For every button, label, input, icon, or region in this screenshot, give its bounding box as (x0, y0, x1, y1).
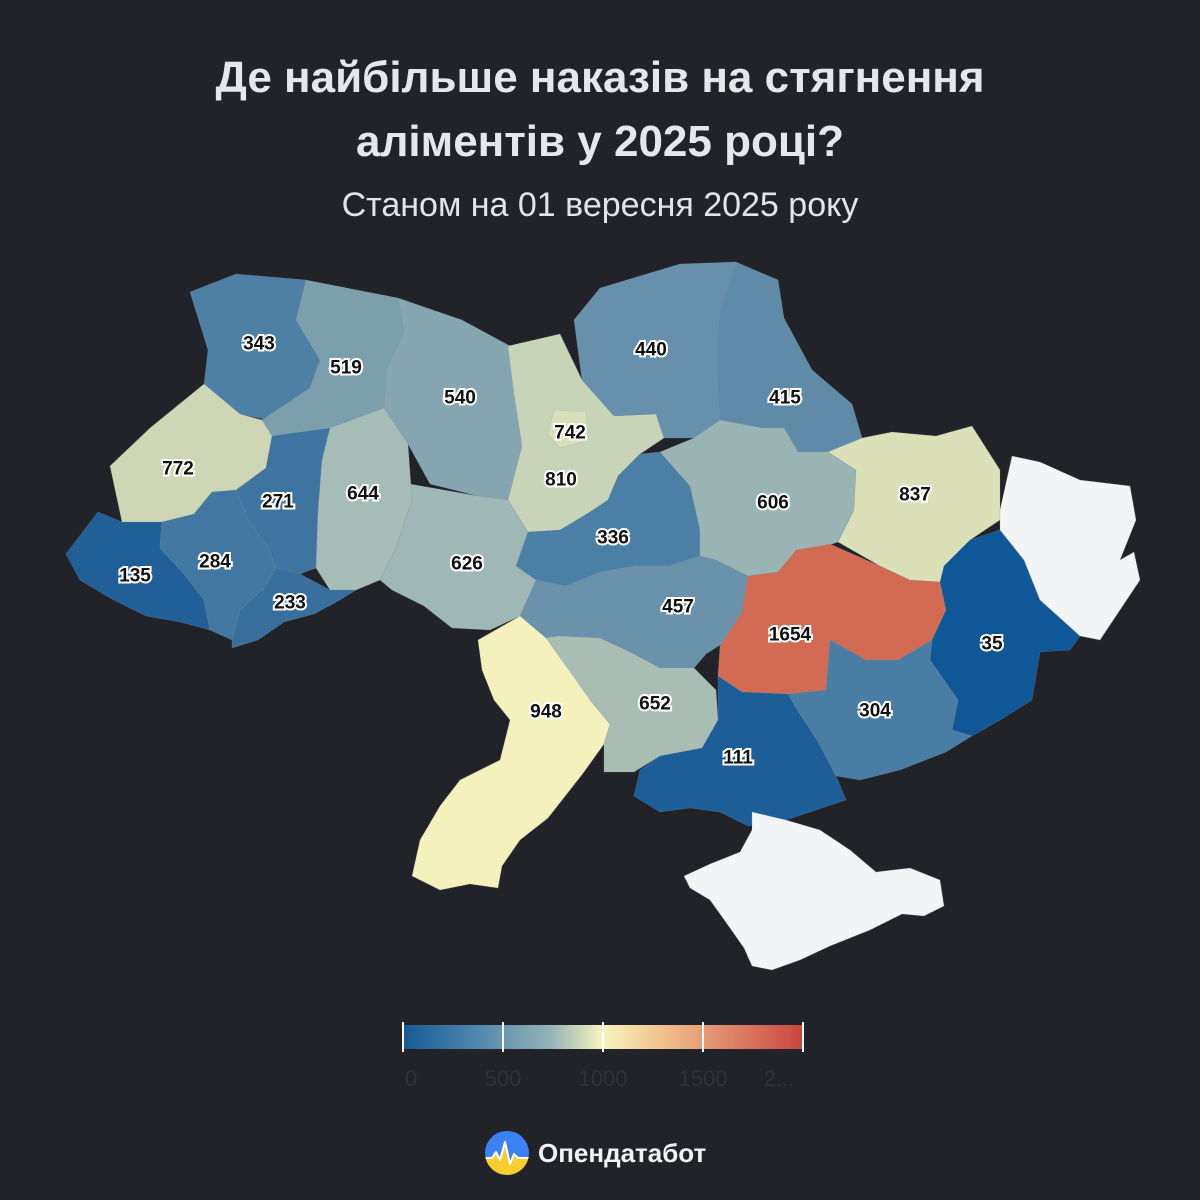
legend-label-0: 0 (404, 1066, 418, 1091)
region-label-lviv: 772 (162, 459, 194, 480)
title-line-2: аліментів у 2025 році? (356, 117, 844, 166)
legend-tick-1000 (602, 1022, 604, 1052)
brand-name: Опендатабот (538, 1137, 707, 1168)
region-chernivtsi[interactable] (231, 567, 358, 649)
brand[interactable]: Опендатабот (484, 1130, 706, 1176)
page-title: Де найбільше наказів на стягнення алімен… (0, 46, 1200, 174)
region-label-kirovohrad: 457 (662, 597, 694, 618)
region-label-sumy: 415 (769, 388, 801, 409)
region-label-kyiv-city: 810 (545, 470, 577, 491)
region-label-khmelnytskyi: 644 (347, 484, 379, 505)
region-label-kharkiv: 837 (899, 485, 931, 506)
region-label-chernivtsi: 233 (274, 593, 306, 614)
region-label-vinnytsia: 626 (451, 554, 483, 575)
region-khmelnytskyi[interactable] (315, 407, 413, 591)
region-label-zaporizhzhia: 304 (859, 701, 891, 722)
region-label-kherson: 111 (723, 748, 753, 769)
region-crimea[interactable] (683, 811, 945, 971)
region-label-cherkasy: 336 (597, 528, 629, 549)
opendatabot-logo-icon (485, 1131, 529, 1175)
region-label-zakarpattia: 135 (119, 566, 151, 587)
legend-tick-0 (402, 1022, 404, 1052)
region-label-mykolaiv: 652 (639, 694, 671, 715)
region-label-rivne: 519 (330, 358, 362, 379)
region-label-poltava: 606 (757, 493, 789, 514)
region-label-ivano-frankivsk: 284 (199, 552, 231, 573)
region-label-dnipropetrovsk: 1654 (769, 625, 812, 646)
title-line-1: Де найбільше наказів на стягнення (215, 53, 985, 102)
region-label-chernihiv: 440 (635, 340, 667, 361)
region-luhansk[interactable] (999, 455, 1141, 641)
legend-tick-500 (502, 1022, 504, 1052)
legend-label-500: 500 (484, 1066, 522, 1091)
legend-label-2000: 2... (763, 1066, 795, 1091)
page-subtitle: Станом на 01 вересня 2025 року (341, 186, 859, 224)
region-label-kyiv-oblast: 742 (554, 423, 586, 444)
region-label-zhytomyr: 540 (444, 388, 476, 409)
region-vinnytsia[interactable] (379, 483, 537, 631)
legend-label-1000: 1000 (578, 1066, 628, 1091)
region-label-odesa: 948 (530, 702, 562, 723)
region-kherson[interactable] (633, 675, 847, 827)
region-label-donetsk: 35 (981, 634, 1003, 655)
region-label-ternopil: 271 (262, 492, 294, 513)
legend-tick-2000 (802, 1022, 804, 1052)
region-label-volyn: 343 (243, 334, 275, 355)
region-kyiv-city[interactable] (547, 409, 589, 449)
color-legend: 0 500 1000 1500 2... (402, 1022, 804, 1092)
legend-tick-1500 (702, 1022, 704, 1052)
legend-label-1500: 1500 (678, 1066, 728, 1091)
